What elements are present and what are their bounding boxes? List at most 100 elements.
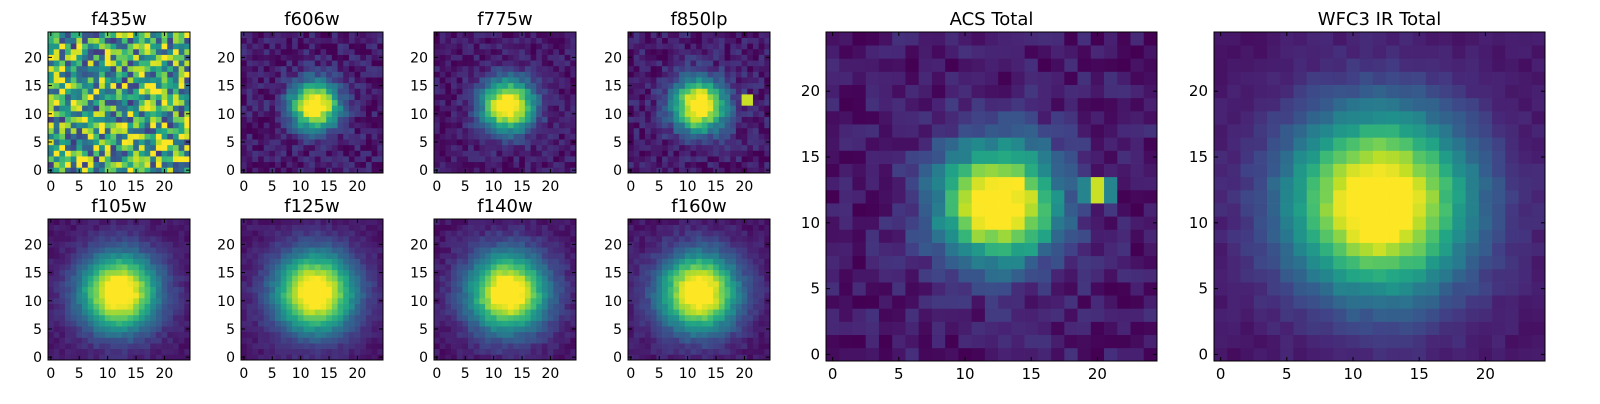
heatmap-cell: [247, 264, 253, 270]
heatmap-cell: [485, 270, 491, 276]
heatmap-cell: [451, 88, 457, 94]
heatmap-cell: [474, 122, 480, 128]
heatmap-cell: [496, 332, 502, 338]
heatmap-cell: [167, 122, 173, 128]
x-tick-label: 20: [542, 366, 560, 382]
heatmap-cell: [349, 304, 355, 310]
heatmap-cell: [338, 49, 344, 55]
heatmap-cell: [519, 100, 525, 106]
heatmap-cell: [462, 332, 468, 338]
heatmap-cell: [54, 275, 60, 281]
heatmap-cell: [59, 134, 65, 140]
heatmap-cell: [360, 343, 366, 349]
heatmap-cell: [565, 43, 571, 49]
heatmap-cell: [145, 253, 151, 259]
heatmap-cell: [673, 49, 679, 55]
heatmap-cell: [496, 83, 502, 89]
heatmap-cell: [645, 49, 651, 55]
heatmap-cell: [71, 88, 77, 94]
heatmap-cell: [281, 298, 287, 304]
heatmap-cell: [485, 83, 491, 89]
heatmap-cell: [708, 145, 714, 151]
heatmap-cell: [565, 275, 571, 281]
heatmap-cell: [179, 230, 185, 236]
heatmap-cell: [634, 77, 640, 83]
heatmap-cell: [668, 354, 674, 360]
heatmap-cell: [360, 242, 366, 248]
heatmap-cell: [128, 162, 134, 168]
heatmap-cell: [139, 117, 145, 123]
heatmap-cell: [451, 77, 457, 83]
heatmap-cell: [184, 258, 190, 264]
heatmap-cell: [298, 292, 304, 298]
heatmap-cell: [702, 315, 708, 321]
heatmap-cell: [759, 354, 765, 360]
heatmap-cell: [252, 219, 258, 225]
heatmap-cell: [662, 343, 668, 349]
heatmap-cell: [502, 38, 508, 44]
heatmap-cell: [99, 66, 105, 72]
heatmap-cell: [139, 49, 145, 55]
heatmap-cell: [315, 71, 321, 77]
heatmap-cell: [372, 315, 378, 321]
heatmap-cell: [258, 236, 264, 242]
heatmap-cell: [496, 49, 502, 55]
heatmap-cell: [338, 139, 344, 145]
heatmap-cell: [321, 258, 327, 264]
heatmap-cell: [366, 60, 372, 66]
heatmap-cell: [332, 230, 338, 236]
heatmap-cell: [360, 128, 366, 134]
heatmap-cell: [372, 77, 378, 83]
heatmap-cell: [719, 287, 725, 293]
heatmap-cell: [531, 326, 537, 332]
heatmap-cell: [281, 349, 287, 355]
heatmap-cell: [162, 230, 168, 236]
heatmap-cell: [479, 275, 485, 281]
heatmap-cell: [565, 292, 571, 298]
heatmap-cell: [309, 349, 315, 355]
heatmap-cell: [502, 275, 508, 281]
heatmap-cell: [116, 326, 122, 332]
heatmap-cell: [128, 304, 134, 310]
heatmap-cell: [496, 264, 502, 270]
heatmap-cell: [468, 332, 474, 338]
heatmap-cell: [145, 236, 151, 242]
heatmap-cell: [133, 337, 139, 343]
heatmap-cell: [184, 247, 190, 253]
heatmap-cell: [525, 139, 531, 145]
heatmap-cell: [349, 287, 355, 293]
heatmap-cell: [553, 111, 559, 117]
heatmap-cell: [76, 270, 82, 276]
heatmap-cell: [542, 270, 548, 276]
heatmap-cell: [531, 71, 537, 77]
heatmap-cell: [360, 83, 366, 89]
heatmap-cell: [264, 117, 270, 123]
heatmap-cell: [690, 309, 696, 315]
heatmap-cell: [128, 60, 134, 66]
heatmap-cell: [76, 117, 82, 123]
heatmap-cell: [570, 236, 576, 242]
heatmap-cell: [536, 162, 542, 168]
heatmap-cell: [502, 270, 508, 276]
heatmap-cell: [725, 315, 731, 321]
heatmap-cell: [338, 60, 344, 66]
heatmap-cell: [559, 83, 565, 89]
heatmap-cell: [167, 32, 173, 38]
heatmap-cell: [292, 225, 298, 231]
heatmap-cell: [485, 66, 491, 72]
heatmap-cell: [298, 287, 304, 293]
heatmap-cell: [252, 55, 258, 61]
heatmap-cell: [679, 150, 685, 156]
heatmap-cell: [445, 162, 451, 168]
heatmap-cell: [59, 43, 65, 49]
heatmap-cell: [747, 337, 753, 343]
heatmap-cell: [321, 309, 327, 315]
heatmap-cell: [275, 242, 281, 248]
heatmap-cell: [116, 253, 122, 259]
heatmap-cell: [634, 287, 640, 293]
heatmap-cell: [128, 83, 134, 89]
heatmap-cell: [65, 88, 71, 94]
heatmap-cell: [462, 43, 468, 49]
heatmap-cell: [645, 139, 651, 145]
heatmap-cell: [48, 105, 54, 111]
